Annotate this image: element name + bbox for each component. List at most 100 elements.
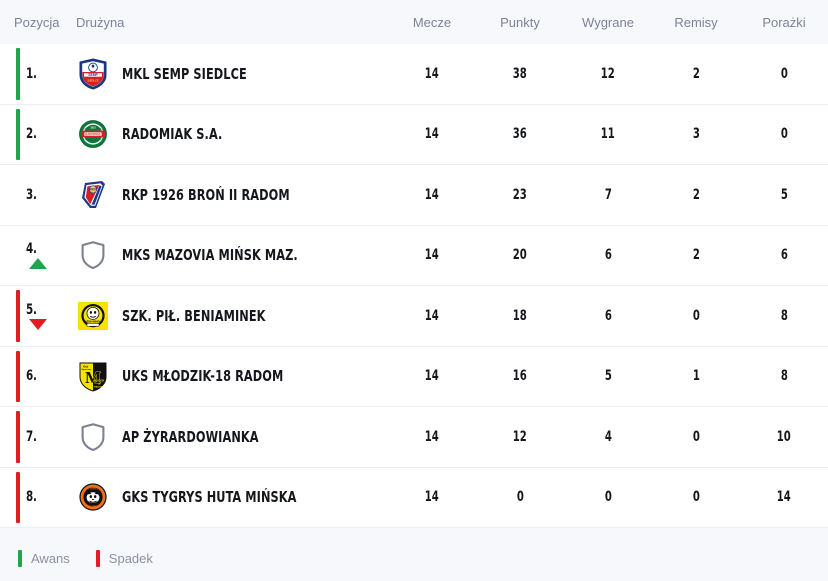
promotion-label: Awans xyxy=(31,550,70,566)
table-header-row: Pozycja Drużyna Mecze Punkty Wygrane Rem… xyxy=(0,0,828,44)
cell-wins-value: 6 xyxy=(604,247,612,264)
column-header-wins: Wygrane xyxy=(582,14,634,30)
cell-losses: 10 xyxy=(740,429,828,445)
cell-position: 3. xyxy=(12,187,70,203)
table-row[interactable]: 6. Klub Sportowy M MŁODZIK 18 RADOM UKS … xyxy=(0,346,828,407)
cell-wins-value: 7 xyxy=(604,186,612,203)
cell-wins: 11 xyxy=(564,126,652,142)
uks-mlodzik-crest: Klub Sportowy M MŁODZIK 18 RADOM xyxy=(76,359,110,393)
placeholder-shield-crest xyxy=(76,238,110,272)
cell-matches-value: 14 xyxy=(424,489,440,506)
legend-item-relegation: Spadek xyxy=(95,549,153,567)
cell-losses: 0 xyxy=(740,66,828,82)
table-row[interactable]: 2. RADOMIAK 1910 RADOMIAK S.A. 14 36 11 3 0 xyxy=(0,104,828,165)
cell-position: 2. xyxy=(12,126,70,142)
cell-matches: 14 xyxy=(388,66,476,82)
cell-wins-value: 12 xyxy=(600,65,616,82)
radomiak-crest: RADOMIAK 1910 xyxy=(76,117,110,151)
cell-position: 8. xyxy=(12,489,70,505)
table-body: 1. SEMP SIEDLCE MKL SEMP SIEDLCE 14 38 12 2 0… xyxy=(0,44,828,528)
cell-losses: 0 xyxy=(740,126,828,142)
cell-points: 18 xyxy=(476,308,564,324)
beniaminek-crest: BENIAMINEK xyxy=(76,299,110,333)
cell-wins-value: 5 xyxy=(604,368,612,385)
cell-matches-value: 14 xyxy=(424,307,440,324)
cell-losses-value: 8 xyxy=(780,368,788,385)
cell-losses: 5 xyxy=(740,187,828,203)
cell-matches: 14 xyxy=(388,368,476,384)
cell-team[interactable]: Klub Sportowy M MŁODZIK 18 RADOM UKS MŁO… xyxy=(70,359,388,393)
cell-draws: 2 xyxy=(652,187,740,203)
cell-wins-value: 0 xyxy=(604,489,612,506)
column-header-position: Pozycja xyxy=(14,14,60,30)
cell-points: 0 xyxy=(476,489,564,505)
cell-matches: 14 xyxy=(388,187,476,203)
cell-wins: 6 xyxy=(564,247,652,263)
cell-draws-value: 0 xyxy=(692,428,700,445)
cell-matches: 14 xyxy=(388,308,476,324)
no-stripe xyxy=(16,169,20,221)
cell-team[interactable]: AP ŻYRARDOWIANKA xyxy=(70,420,388,454)
cell-draws: 3 xyxy=(652,126,740,142)
cell-position: 5. xyxy=(12,302,70,330)
cell-team[interactable]: MKS MAZOVIA MIŃSK MAZ. xyxy=(70,238,388,272)
table-row[interactable]: 5. BENIAMINEK SZK. PIŁ. BENIAMINEK 14 18 6 0… xyxy=(0,286,828,347)
cell-draws: 2 xyxy=(652,247,740,263)
position-number: 2. xyxy=(26,126,37,143)
cell-draws-value: 2 xyxy=(692,247,700,264)
cell-points-value: 0 xyxy=(516,489,524,506)
cell-matches-value: 14 xyxy=(424,428,440,445)
position-number: 4. xyxy=(26,241,37,258)
table-row[interactable]: 1. SEMP SIEDLCE MKL SEMP SIEDLCE 14 38 12 2 0 xyxy=(0,44,828,105)
cell-draws-value: 1 xyxy=(692,368,700,385)
table-row[interactable]: 3. RKP RKP 1926 BROŃ II RADOM 14 23 7 2 5 xyxy=(0,165,828,226)
svg-text:BENIAMINEK: BENIAMINEK xyxy=(85,320,101,323)
cell-wins-value: 11 xyxy=(600,126,616,143)
cell-matches-value: 14 xyxy=(424,126,440,143)
team-name: SZK. PIŁ. BENIAMINEK xyxy=(122,306,266,325)
placeholder-shield-crest xyxy=(76,420,110,454)
table-row[interactable]: 8. TYGRYS HUTA MIŃSKA GKS TYGRYS HUTA MI… xyxy=(0,467,828,528)
cell-draws-value: 3 xyxy=(692,126,700,143)
position-number: 7. xyxy=(26,428,37,445)
cell-wins: 4 xyxy=(564,429,652,445)
arrow-down-icon xyxy=(29,318,47,330)
cell-wins: 12 xyxy=(564,66,652,82)
cell-losses: 8 xyxy=(740,308,828,324)
team-name: UKS MŁODZIK-18 RADOM xyxy=(122,367,284,386)
cell-points-value: 18 xyxy=(512,307,528,324)
cell-wins-value: 4 xyxy=(604,428,612,445)
column-header-matches: Mecze xyxy=(412,14,452,30)
team-name: RADOMIAK S.A. xyxy=(122,125,223,144)
cell-team[interactable]: RKP RKP 1926 BROŃ II RADOM xyxy=(70,178,388,212)
table-row[interactable]: 7. AP ŻYRARDOWIANKA 14 12 4 0 10 xyxy=(0,407,828,468)
team-name: MKL SEMP SIEDLCE xyxy=(122,64,247,83)
cell-position: 1. xyxy=(12,66,70,82)
promotion-stripe xyxy=(16,48,20,100)
cell-losses: 8 xyxy=(740,368,828,384)
cell-team[interactable]: BENIAMINEK SZK. PIŁ. BENIAMINEK xyxy=(70,299,388,333)
team-name: RKP 1926 BROŃ II RADOM xyxy=(122,185,290,204)
cell-matches: 14 xyxy=(388,247,476,263)
column-header-losses: Porażki xyxy=(762,14,806,30)
relegation-stripe xyxy=(16,411,20,463)
position-number: 5. xyxy=(26,301,37,318)
promotion-color-swatch xyxy=(18,549,22,567)
cell-draws: 2 xyxy=(652,66,740,82)
cell-points: 12 xyxy=(476,429,564,445)
column-header-draws: Remisy xyxy=(674,14,718,30)
svg-text:18: 18 xyxy=(98,384,101,386)
cell-team[interactable]: SEMP SIEDLCE MKL SEMP SIEDLCE xyxy=(70,57,388,91)
cell-matches-value: 14 xyxy=(424,368,440,385)
legend-item-promotion: Awans xyxy=(18,549,70,567)
svg-text:RADOM: RADOM xyxy=(94,386,102,389)
table-row[interactable]: 4. MKS MAZOVIA MIŃSK MAZ. 14 20 6 2 6 xyxy=(0,225,828,286)
position-number: 3. xyxy=(26,186,37,203)
cell-team[interactable]: TYGRYS HUTA MIŃSKA GKS TYGRYS HUTA MIŃSK… xyxy=(70,480,388,514)
cell-team[interactable]: RADOMIAK 1910 RADOMIAK S.A. xyxy=(70,117,388,151)
cell-points-value: 12 xyxy=(512,428,528,445)
svg-text:RADOMIAK: RADOMIAK xyxy=(85,132,100,136)
svg-text:MŁODZIK: MŁODZIK xyxy=(94,381,105,383)
cell-wins: 6 xyxy=(564,308,652,324)
cell-draws: 0 xyxy=(652,489,740,505)
